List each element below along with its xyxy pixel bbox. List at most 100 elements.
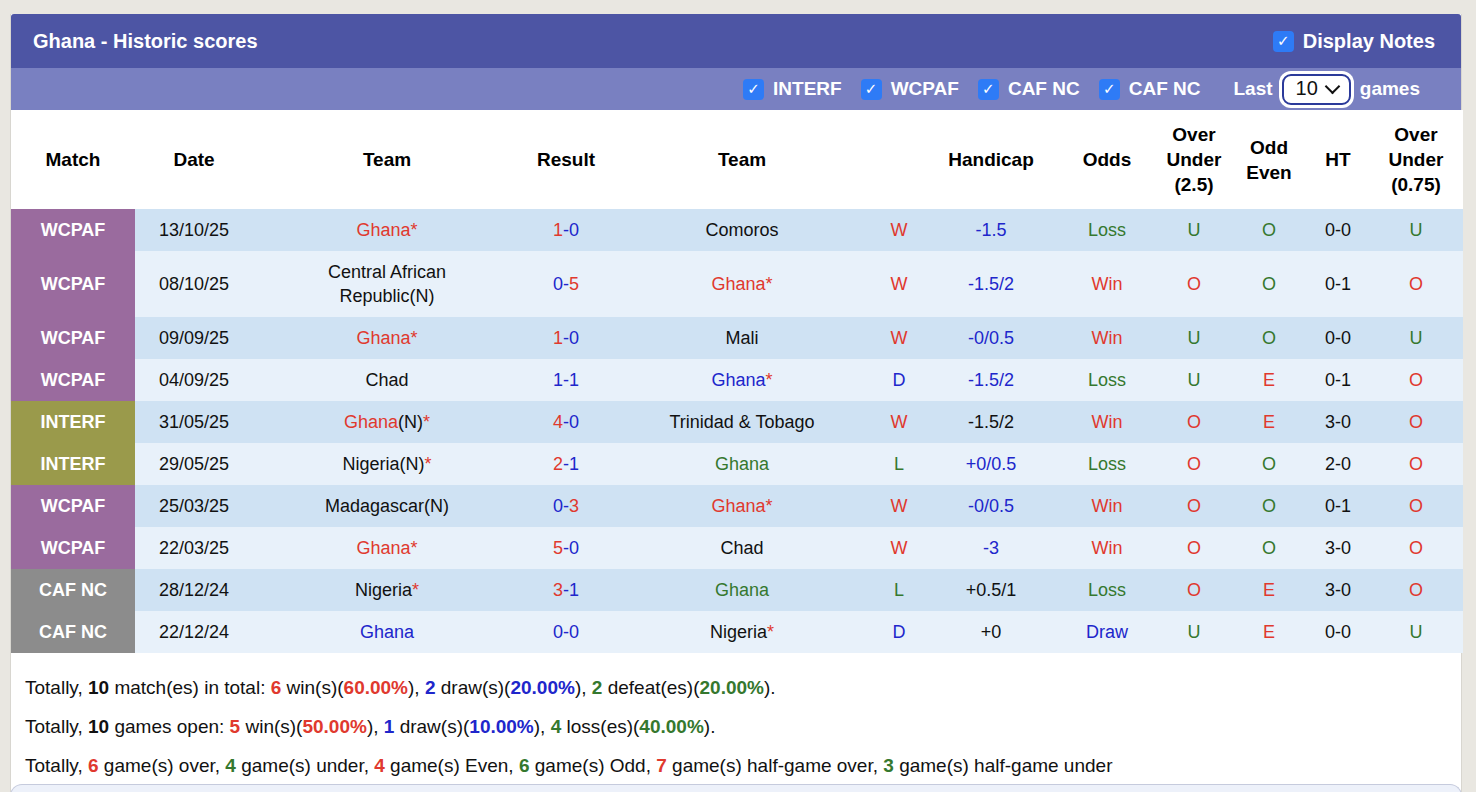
cell-away-team: Ghana [611, 443, 873, 485]
cell-away-team: Ghana [611, 569, 873, 611]
text-segment: (N) [398, 412, 423, 432]
text-segment: 4 [553, 412, 563, 432]
cell-handicap: -1.5 [925, 209, 1057, 251]
table-row: WCPAF13/10/25Ghana*1-0ComorosW-1.5LossUO… [11, 209, 1463, 251]
cell-half-time: 2-0 [1307, 443, 1369, 485]
competition-checkbox[interactable]: ✓ [861, 79, 882, 100]
cell-home-team: Ghana* [253, 527, 521, 569]
summary-segment: draw(s)( [436, 677, 511, 698]
text-segment: D [893, 622, 906, 642]
summary-segment: ), [534, 716, 551, 737]
cell-odds: Win [1057, 317, 1157, 359]
competition-checkbox[interactable]: ✓ [743, 79, 764, 100]
text-segment: +0 [981, 622, 1002, 642]
cell-over-under-075: O [1369, 251, 1463, 317]
summary-segment: defeat(es)( [602, 677, 699, 698]
cell-result: 3-1 [521, 569, 611, 611]
competition-checkbox[interactable]: ✓ [978, 79, 999, 100]
column-header: Match [11, 110, 135, 209]
summary-segment: loss(es)( [561, 716, 639, 737]
cell-date: 08/10/25 [135, 251, 253, 317]
text-segment: U [1188, 622, 1201, 642]
cell-odd-even: E [1231, 359, 1307, 401]
text-segment: Win [1092, 496, 1123, 516]
text-segment: O [1262, 496, 1276, 516]
cell-wdl: W [873, 317, 925, 359]
cell-odds: Win [1057, 401, 1157, 443]
cell-handicap: +0.5/1 [925, 569, 1057, 611]
text-segment: O [1187, 274, 1201, 294]
cell-odd-even: O [1231, 527, 1307, 569]
cell-over-under-25: O [1157, 251, 1231, 317]
text-segment: W [891, 412, 908, 432]
last-label: Last [1233, 78, 1272, 100]
last-games-group: Last 10 games [1233, 74, 1420, 105]
cell-odd-even: E [1231, 611, 1307, 653]
cell-odd-even: E [1231, 569, 1307, 611]
table-row: CAF NC28/12/24Nigeria*3-1GhanaL+0.5/1Los… [11, 569, 1463, 611]
cell-date: 31/05/25 [135, 401, 253, 443]
cell-half-time: 3-0 [1307, 527, 1369, 569]
cell-home-team: Nigeria* [253, 569, 521, 611]
cell-over-under-25: O [1157, 485, 1231, 527]
display-notes-toggle[interactable]: ✓ Display Notes [1273, 30, 1435, 53]
cell-home-team: Ghana [253, 611, 521, 653]
column-header: Over Under (0.75) [1369, 110, 1463, 209]
text-segment: Win [1092, 328, 1123, 348]
text-segment: -0/0.5 [968, 496, 1014, 516]
cell-handicap: -0/0.5 [925, 317, 1057, 359]
text-segment: Ghana [711, 370, 765, 390]
cell-half-time: 0-0 [1307, 611, 1369, 653]
competition-filter-interf[interactable]: ✓INTERF [743, 78, 842, 100]
text-segment: +0.5/1 [966, 580, 1017, 600]
text-segment: Chad [720, 538, 763, 558]
summary-segment: 1 [384, 716, 395, 737]
text-segment: O [1187, 580, 1201, 600]
display-notes-checkbox[interactable]: ✓ [1273, 31, 1294, 52]
competition-filter-wcpaf[interactable]: ✓WCPAF [861, 78, 959, 100]
text-segment: E [1263, 370, 1275, 390]
summary-segment: 2 [592, 677, 603, 698]
cell-over-under-075: O [1369, 401, 1463, 443]
text-segment: +0/0.5 [966, 454, 1017, 474]
games-count-select[interactable]: 10 [1282, 74, 1351, 105]
cell-competition: WCPAF [11, 209, 135, 251]
text-segment: 1 [553, 220, 563, 240]
text-segment: 0 [569, 622, 579, 642]
summary-segment: win(s)( [281, 677, 343, 698]
cell-odds: Draw [1057, 611, 1157, 653]
text-segment: Madagascar(N) [325, 496, 449, 516]
text-segment: Loss [1088, 454, 1126, 474]
summary-segment: ). [704, 716, 716, 737]
competition-filter-caf-nc[interactable]: ✓CAF NC [1099, 78, 1201, 100]
games-label: games [1360, 78, 1420, 100]
summary-segment: 10 [88, 716, 109, 737]
competition-checkbox[interactable]: ✓ [1099, 79, 1120, 100]
column-header: Team [611, 110, 873, 209]
text-segment: Win [1092, 412, 1123, 432]
summary-segment: 2 [425, 677, 436, 698]
competition-filter-caf-nc[interactable]: ✓CAF NC [978, 78, 1080, 100]
text-segment: 3 [569, 496, 579, 516]
text-segment: Nigeria [355, 580, 412, 600]
cell-wdl: W [873, 401, 925, 443]
cell-competition: INTERF [11, 401, 135, 443]
text-segment: O [1409, 274, 1423, 294]
cell-wdl: L [873, 569, 925, 611]
text-segment: Ghana [715, 454, 769, 474]
text-segment: W [891, 496, 908, 516]
summary-segment: 20.00% [510, 677, 574, 698]
cell-wdl: W [873, 527, 925, 569]
page-title: Ghana - Historic scores [33, 30, 258, 53]
text-segment: W [891, 538, 908, 558]
text-segment: D [893, 370, 906, 390]
text-segment: 5 [553, 538, 563, 558]
table-row: INTERF31/05/25Ghana(N)*4-0Trinidad & Tob… [11, 401, 1463, 443]
summary-segment: 6 [88, 755, 99, 776]
cell-competition: INTERF [11, 443, 135, 485]
text-segment: O [1409, 496, 1423, 516]
summary-segment: 50.00% [302, 716, 366, 737]
cell-date: 25/03/25 [135, 485, 253, 527]
cell-result: 4-0 [521, 401, 611, 443]
summary-segment: 5 [230, 716, 241, 737]
